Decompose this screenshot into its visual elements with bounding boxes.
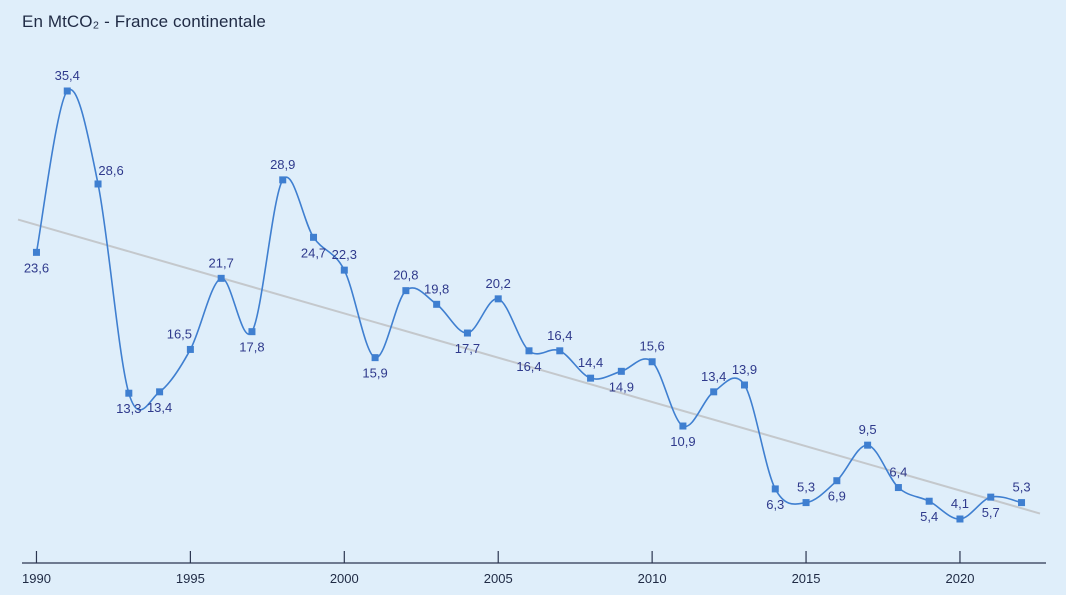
data-label-1999: 24,7 — [301, 245, 326, 260]
data-label-2000: 22,3 — [332, 247, 357, 262]
data-label-2011: 10,9 — [670, 434, 695, 449]
data-label-2020: 4,1 — [951, 496, 969, 511]
data-label-2005: 20,2 — [486, 276, 511, 291]
data-label-2017: 9,5 — [859, 422, 877, 437]
data-point-2005 — [494, 295, 502, 303]
data-point-1997 — [248, 328, 256, 336]
data-point-2007 — [556, 347, 564, 355]
data-label-2016: 6,9 — [828, 489, 846, 504]
data-point-2013 — [740, 381, 748, 389]
data-label-2018: 6,4 — [889, 465, 907, 480]
data-label-2007: 16,4 — [547, 328, 572, 343]
data-label-2003: 19,8 — [424, 281, 449, 296]
data-point-1998 — [279, 176, 287, 184]
data-point-2010 — [648, 358, 656, 366]
data-label-2012: 13,4 — [701, 369, 726, 384]
data-label-2013: 13,9 — [732, 362, 757, 377]
trend-line — [17, 218, 1041, 515]
data-label-1992: 28,6 — [98, 163, 123, 178]
data-label-2022: 5,3 — [1012, 480, 1030, 495]
data-point-2014 — [771, 485, 779, 493]
chart-title: En MtCO₂ - France continentale — [22, 12, 266, 31]
data-label-2008: 14,4 — [578, 355, 603, 370]
data-point-2011 — [679, 422, 687, 430]
data-label-1991: 35,4 — [55, 68, 80, 83]
data-label-1997: 17,8 — [239, 340, 264, 355]
data-label-2001: 15,9 — [362, 366, 387, 381]
data-point-1991 — [63, 87, 71, 95]
data-point-1999 — [310, 233, 318, 241]
data-label-2021: 5,7 — [982, 505, 1000, 520]
data-label-2004: 17,7 — [455, 341, 480, 356]
series-line — [35, 88, 1022, 520]
data-point-2018 — [894, 484, 902, 492]
data-label-1994: 13,4 — [147, 400, 172, 415]
data-point-2016 — [833, 477, 841, 485]
data-point-1990 — [32, 248, 40, 256]
data-label-1993: 13,3 — [116, 401, 141, 416]
data-point-1992 — [94, 180, 102, 188]
data-point-2002 — [402, 287, 410, 295]
data-point-1995 — [186, 345, 194, 353]
data-point-2000 — [340, 266, 348, 274]
data-point-2001 — [371, 354, 379, 362]
data-point-1996 — [217, 274, 225, 282]
x-tick-label-2005: 2005 — [484, 571, 513, 586]
data-point-2003 — [433, 300, 441, 308]
data-point-2022 — [1018, 499, 1026, 507]
data-label-2010: 15,6 — [639, 339, 664, 354]
x-tick-label-2015: 2015 — [792, 571, 821, 586]
data-point-2020 — [956, 515, 964, 523]
data-label-2019: 5,4 — [920, 509, 938, 524]
data-point-2019 — [925, 497, 933, 505]
data-label-2014: 6,3 — [766, 497, 784, 512]
data-label-1996: 21,7 — [209, 255, 234, 270]
data-point-2021 — [987, 493, 995, 501]
x-tick-label-2020: 2020 — [946, 571, 975, 586]
data-point-2015 — [802, 499, 810, 507]
data-point-2008 — [587, 374, 595, 382]
x-tick-label-2000: 2000 — [330, 571, 359, 586]
data-point-1994 — [156, 388, 164, 396]
data-point-2012 — [710, 388, 718, 396]
data-label-1998: 28,9 — [270, 157, 295, 172]
data-label-1990: 23,6 — [24, 260, 49, 275]
data-point-1993 — [125, 389, 133, 397]
data-label-1995: 16,5 — [167, 326, 192, 341]
data-point-2009 — [617, 367, 625, 375]
data-label-2002: 20,8 — [393, 268, 418, 283]
data-label-2006: 16,4 — [516, 359, 541, 374]
x-tick-label-1990: 1990 — [22, 571, 51, 586]
data-point-2004 — [463, 329, 471, 337]
data-point-2017 — [864, 441, 872, 449]
data-label-2015: 5,3 — [797, 480, 815, 495]
data-label-2009: 14,9 — [609, 379, 634, 394]
x-tick-label-1995: 1995 — [176, 571, 205, 586]
data-point-2006 — [525, 347, 533, 355]
x-tick-label-2010: 2010 — [638, 571, 667, 586]
